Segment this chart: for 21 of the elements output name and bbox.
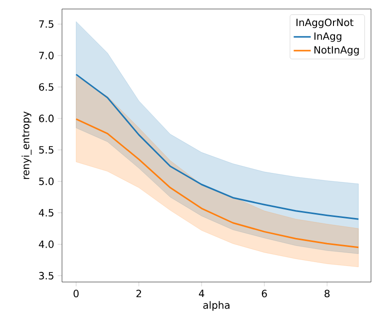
y-axis-title: renyi_entropy — [22, 112, 32, 179]
y-tick-label: 5.0 — [39, 178, 54, 186]
legend-label: InAgg — [314, 32, 342, 42]
y-tick-label: 6.0 — [39, 114, 54, 122]
x-tick-label: 6 — [262, 290, 267, 298]
y-tick-label: 5.5 — [39, 146, 54, 154]
y-tick-label: 4.0 — [38, 240, 54, 248]
y-tick-label: 4.5 — [38, 209, 54, 217]
x-tick-label: 0 — [74, 290, 79, 298]
y-tick-label: 7.5 — [39, 20, 54, 28]
y-tick-label: 7.0 — [39, 52, 54, 60]
legend-title: InAggOrNot — [296, 18, 354, 28]
x-tick-label: 8 — [324, 290, 330, 298]
legend-label: NotInAgg — [314, 46, 359, 56]
x-axis-title: alpha — [203, 301, 230, 311]
line-series — [75, 118, 360, 248]
y-tick-label: 3.5 — [39, 272, 54, 280]
line-series — [75, 74, 360, 220]
y-tick-label: 6.5 — [39, 83, 54, 91]
x-tick-label: 2 — [136, 290, 142, 298]
x-tick-label: 4 — [198, 290, 204, 298]
